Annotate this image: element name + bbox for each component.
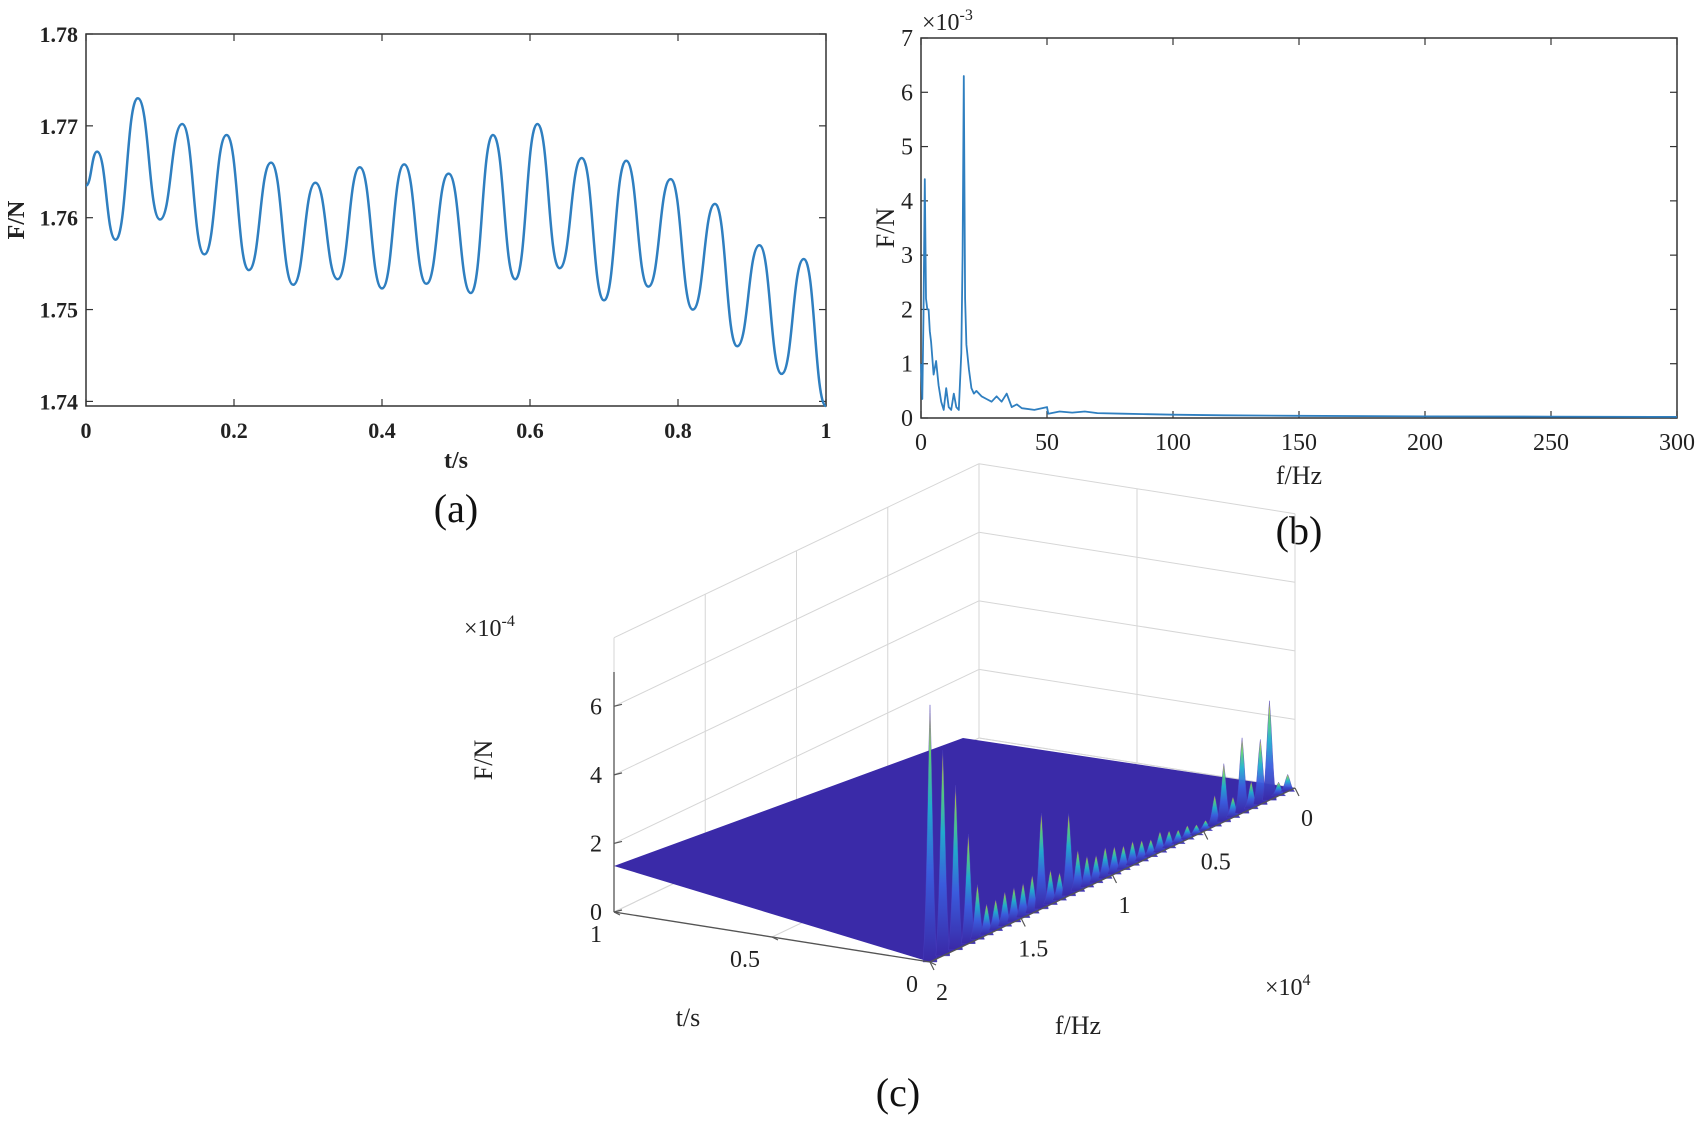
panel-c-z-tick-mark [613,703,623,707]
b-y-tick-label: 1 [901,352,913,378]
panel-c-ridge-peak [1197,820,1214,831]
b-y-tick-label: 0 [901,406,913,432]
panel-b-caption: (b) [1276,508,1323,553]
panel-c-ridge-peak [922,704,938,963]
panel-c-z-tick-label: 0 [590,900,602,926]
b-x-tick-label: 150 [1281,430,1317,456]
panel-c-f-tick-mark [929,961,935,971]
panel-c-f-tick-mark [1203,831,1209,840]
panel-c-z-multiplier: ×10-4 [464,613,515,642]
panel-c-x-axis-label: f/Hz [1055,1011,1101,1040]
panel-c-ridge-peak [1262,700,1277,801]
a-x-tick-label: 0.6 [516,418,544,443]
panel-a-x-ticks: 0 0.2 0.4 0.6 0.8 1 [81,34,832,443]
panel-c-x-multiplier: ×104 [1265,972,1311,1001]
panel-c-f-tick-label: 2 [936,980,948,1006]
panel-c-t-tick-mark [929,961,937,966]
panel-c-z-tick-label: 4 [590,763,602,789]
panel-a-x-axis-label: t/s [444,448,468,474]
a-y-tick-label: 1.78 [40,22,79,47]
panel-c-t-tick-label: 0 [906,972,918,998]
panel-a-caption: (a) [434,486,478,531]
panel-a-time-signal: 0 0.2 0.4 0.6 0.8 1 1.741.751.761.771.78 t/s … [4,22,832,531]
a-y-tick-label: 1.76 [40,206,79,231]
panel-b-y-axis-label: F/N [871,208,900,249]
panel-c-f-tick-mark [1294,787,1300,797]
panel-b-spectrum: 0 50 100 150 200 250 300 0 1 2 3 4 5 6 7 ×10-3 f/Hz F… [871,7,1695,553]
a-y-tick-label: 1.77 [40,114,79,139]
b-y-tick-label: 7 [901,26,913,52]
b-x-tick-label: 200 [1407,430,1443,456]
panel-c-ridge-peak [948,785,963,951]
panel-c-f-tick-mark [1111,874,1118,884]
b-x-tick-label: 0 [915,430,927,456]
b-y-tick-label: 5 [901,135,913,161]
a-x-tick-label: 0.8 [664,418,692,443]
panel-b-y-ticks: 0 1 2 3 4 5 6 7 [901,26,1677,432]
a-y-tick-label: 1.74 [40,389,79,414]
a-y-tick-label: 1.75 [40,298,79,323]
panel-c-f-tick-mark [1020,918,1026,927]
panel-c-z-tick-mark [613,772,623,776]
panel-c-ridge-peak [935,750,950,957]
panel-c-f-tick-label: 0.5 [1201,850,1231,876]
panel-b-plot-area [920,37,1678,419]
b-x-tick-label: 50 [1035,430,1059,456]
b-x-tick-label: 300 [1659,430,1695,456]
a-x-tick-label: 0.4 [368,418,396,443]
b-x-tick-label: 100 [1155,430,1191,456]
panel-a-y-axis-label: F/N [4,200,30,239]
panel-a-plot-area [85,33,827,407]
panel-c-z-axis-label: F/N [469,740,498,781]
panel-c-f-tick-label: 1.5 [1018,937,1048,963]
panel-c-z-tick-label: 2 [590,831,602,857]
panel-c-f-tick-label: 0 [1301,806,1313,832]
panel-c-caption: (c) [876,1070,920,1115]
panel-c-f-tick-label: 1 [1119,893,1131,919]
panel-c-ridge-peak [1034,812,1049,910]
b-x-tick-label: 250 [1533,430,1569,456]
panel-c-surface-ridges [922,700,1296,963]
panel-c-t-tick-mark [613,911,621,916]
panel-b-y-multiplier: ×10-3 [922,7,973,36]
panel-b-series-line [920,75,1678,418]
panel-b-x-axis-label: f/Hz [1276,461,1322,490]
panel-c-t-tick-label: 1 [590,922,602,948]
panel-c-t-tick-label: 0.5 [730,947,760,973]
a-x-tick-label: 0.2 [220,418,248,443]
panel-c-ridge-peak [1188,824,1205,836]
panel-b-x-ticks: 0 50 100 150 200 250 300 [915,38,1695,456]
panel-c-z-tick-mark [613,909,623,913]
a-x-tick-label: 1 [821,418,832,443]
panel-c-z-tick-label: 6 [590,694,602,720]
panel-a-y-ticks: 1.74 1.75 1.76 1.77 1.78 [40,22,826,414]
b-y-tick-label: 6 [901,80,913,106]
panel-c-z-tick-mark [613,840,623,845]
panel-c-t-tick-mark [771,936,779,941]
panel-c-y-axis-label: t/s [676,1003,701,1032]
a-x-tick-label: 0 [81,418,92,443]
panel-a-series-line [84,97,828,408]
b-y-tick-label: 3 [901,243,913,269]
b-y-tick-label: 2 [901,297,913,323]
b-y-tick-label: 4 [901,189,913,215]
